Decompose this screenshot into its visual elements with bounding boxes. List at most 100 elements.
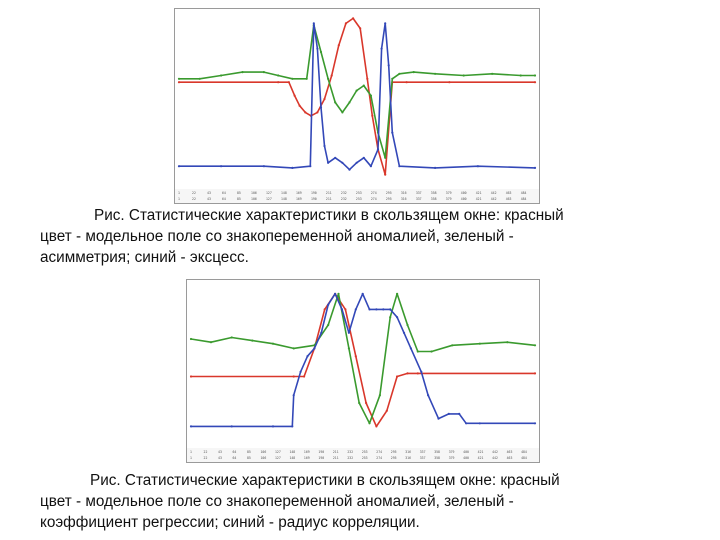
series-point-1-2-13 [355, 161, 358, 164]
series-point-1-2-22 [434, 166, 437, 169]
x-tick-label-2a-2: 43 [218, 450, 222, 454]
x-tick-label-2b-8: 169 [303, 456, 310, 460]
series-point-1-1-14 [355, 89, 358, 92]
x-tick-label-2a-21: 442 [492, 450, 498, 454]
series-point-1-0-3 [293, 94, 296, 97]
series-point-2-1-18 [451, 344, 454, 347]
series-point-2-2-23 [427, 394, 430, 397]
x-tick-label-1a-17: 358 [430, 191, 437, 195]
series-point-1-0-13 [359, 27, 362, 30]
x-tick-label-1a-1: 22 [192, 191, 196, 195]
series-line-2-0 [191, 293, 535, 428]
series-point-2-2-8 [320, 331, 323, 334]
x-tick-label-1a-4: 85 [237, 191, 241, 195]
series-point-2-1-17 [430, 350, 433, 353]
x-tick-label-2b-22: 463 [506, 456, 513, 460]
series-point-2-2-5 [299, 370, 302, 373]
x-tick-label-1a-15: 316 [400, 191, 407, 195]
series-point-2-1-7 [327, 323, 330, 327]
x-tick-label-1a-6: 127 [266, 191, 272, 195]
series-point-1-0-12 [352, 17, 355, 20]
x-tick-label-2b-6: 127 [274, 456, 281, 460]
x-tick-label-2a-6: 127 [274, 450, 281, 454]
series-point-2-1-21 [533, 344, 537, 347]
series-point-2-1-13 [389, 316, 392, 319]
series-point-1-1-26 [533, 74, 537, 77]
series-point-2-1-3 [251, 339, 254, 342]
x-tick-label-1a-16: 337 [415, 191, 422, 195]
series-point-1-1-24 [491, 72, 494, 75]
x-tick-label-2a-15: 316 [405, 450, 412, 454]
series-point-1-2-15 [369, 165, 372, 168]
series-point-2-2-15 [368, 308, 371, 311]
series-point-2-1-16 [416, 350, 419, 353]
series-point-2-1-1 [209, 341, 213, 344]
x-tick-label-1a-3: 64 [222, 191, 226, 195]
series-point-1-1-19 [391, 77, 394, 80]
x-tick-label-2a-3: 64 [232, 450, 237, 454]
series-point-1-1-10 [327, 77, 330, 80]
series-point-1-2-24 [533, 166, 537, 169]
x-tick-label-1b-23: 484 [520, 197, 527, 201]
series-point-2-2-4 [292, 394, 295, 397]
series-point-2-2-16 [375, 308, 378, 311]
series-point-1-2-23 [476, 165, 479, 168]
caption-2-line-3: коэффициент регрессии; синий - радиус ко… [40, 514, 420, 531]
series-line-2-1 [190, 293, 536, 425]
series-point-1-2-4 [309, 165, 312, 168]
x-tick-label-2a-23: 484 [521, 450, 527, 454]
series-point-2-2-12 [347, 331, 350, 334]
x-tick-label-2b-2: 43 [218, 456, 222, 460]
series-point-1-0-9 [330, 74, 333, 77]
series-point-2-1-12 [378, 394, 381, 397]
x-tick-label-1a-22: 463 [505, 191, 512, 195]
x-tick-label-2a-12: 253 [361, 450, 368, 454]
series-point-2-0-12 [406, 372, 409, 375]
series-point-1-2-12 [348, 168, 351, 171]
x-tick-label-2a-16: 337 [419, 450, 426, 454]
x-tick-label-1a-10: 211 [325, 191, 332, 195]
series-point-2-2-11 [340, 308, 344, 311]
series-point-1-2-14 [362, 156, 365, 159]
series-line-2-2 [191, 293, 535, 428]
series-point-1-1-2 [220, 74, 223, 77]
x-tick-label-1a-5: 106 [251, 191, 257, 195]
series-point-2-2-10 [334, 292, 337, 295]
series-point-2-0-11 [396, 375, 399, 378]
x-tick-label-2b-10: 211 [332, 456, 339, 460]
x-tick-label-2a-17: 358 [434, 450, 440, 454]
series-point-1-1-18 [384, 156, 387, 159]
x-tick-label-1b-19: 400 [460, 197, 467, 201]
x-tick-label-2a-11: 232 [347, 450, 354, 454]
series-point-1-2-8 [323, 144, 326, 148]
x-tick-label-2a-14: 295 [390, 450, 397, 454]
series-point-1-2-5 [312, 22, 315, 25]
series-point-2-2-22 [420, 370, 423, 373]
x-tick-label-1b-6: 127 [266, 197, 272, 201]
series-point-1-1-0 [177, 77, 181, 80]
series-point-1-0-10 [337, 44, 340, 47]
chart-panel-2: 1 22 43 64 85 106 127 148 169 190 211 232 253 274 295 3… [186, 279, 540, 463]
x-tick-label-2b-21: 442 [492, 456, 498, 460]
series-point-2-1-15 [406, 323, 409, 327]
series-point-1-1-16 [369, 94, 372, 97]
x-tick-label-1b-0: 1 [178, 197, 180, 201]
series-point-2-1-8 [337, 292, 340, 295]
series-point-2-2-26 [458, 412, 461, 415]
series-point-2-2-6 [306, 355, 309, 358]
x-tick-label-2b-19: 400 [463, 456, 469, 460]
series-point-1-2-17 [380, 47, 383, 50]
x-tick-label-1a-7: 148 [280, 191, 287, 195]
series-point-1-2-11 [341, 161, 344, 164]
caption-1: Рис. Статистические характеристики в ско… [40, 205, 680, 268]
x-tick-label-2b-18: 379 [448, 456, 455, 460]
series-point-2-0-2 [303, 375, 306, 378]
x-tick-label-1b-16: 337 [415, 197, 422, 201]
series-point-1-1-12 [341, 111, 344, 114]
caption-2-line-1: Рис. Статистические характеристики в ско… [90, 472, 560, 489]
series-point-1-1-7 [305, 77, 308, 80]
series-point-1-2-19 [387, 64, 390, 67]
x-tick-label-1b-7: 148 [280, 197, 287, 201]
series-point-1-2-0 [177, 165, 181, 168]
x-tick-label-2b-23: 484 [521, 456, 527, 460]
